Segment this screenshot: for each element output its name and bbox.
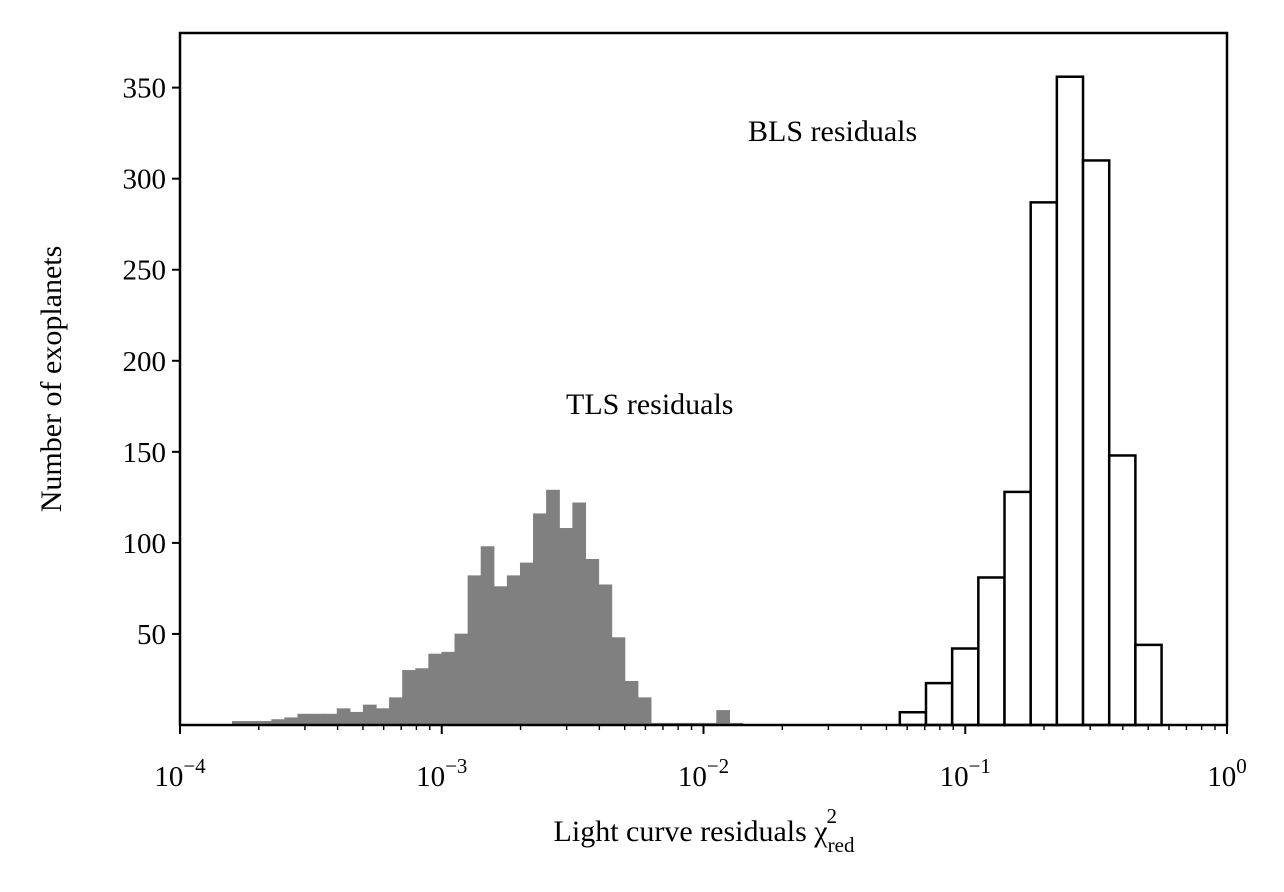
tls-bar (624, 680, 639, 726)
y-tick-label: 350 (123, 73, 167, 105)
axis-ticks: 50 100 150 200 250 300 350 10−4 10−3 10−2 10−1 100 (123, 73, 1247, 793)
tls-bar (415, 668, 429, 726)
bls-bar (1029, 201, 1059, 727)
tls-bar (611, 637, 626, 726)
bls-bar (1107, 454, 1137, 727)
tls-bar (467, 575, 482, 726)
tls-bar (480, 546, 495, 726)
tls-bar (519, 562, 534, 726)
bls-annotation: BLS residuals (748, 115, 917, 148)
tls-bar (572, 502, 587, 726)
bls-bar (950, 647, 980, 727)
tls-bar (441, 651, 456, 726)
tls-bar (310, 713, 325, 726)
tls-bar (598, 584, 613, 726)
bls-bar (977, 576, 1006, 727)
tls-bar (637, 697, 652, 726)
x-tick-label: 10−4 (154, 754, 206, 793)
tls-bar (297, 713, 312, 726)
tls-bar (336, 708, 351, 726)
tls-bar (428, 653, 443, 726)
x-tick-label: 100 (1207, 754, 1247, 793)
x-axis-label-sup: 2 (826, 804, 837, 828)
tls-histogram-series (232, 489, 744, 726)
bls-histogram-series (898, 75, 1163, 727)
tls-bar (716, 710, 730, 726)
tls-bar (323, 713, 338, 726)
bls-bar (1055, 75, 1085, 727)
tls-bar (389, 697, 403, 726)
bls-bar (1081, 159, 1111, 727)
x-axis-label-main: Light curve residuals χ (554, 815, 829, 848)
y-axis-label: Number of exoplanets (35, 246, 68, 513)
tls-bar (533, 513, 547, 726)
bls-bar (1134, 643, 1163, 727)
bls-bar (898, 711, 928, 727)
y-tick-label: 250 (123, 255, 167, 287)
tls-bar (402, 670, 416, 726)
tls-bar (546, 489, 560, 726)
tls-annotation: TLS residuals (566, 388, 733, 421)
x-tick-label: 10−1 (940, 754, 991, 793)
tls-bar (349, 711, 364, 726)
tls-bar (506, 575, 521, 726)
bls-bar (1003, 490, 1032, 727)
y-tick-label: 300 (123, 164, 167, 196)
bls-bar (924, 681, 954, 727)
tls-bar (493, 586, 508, 726)
tls-bar (362, 704, 377, 726)
x-axis-label-sub: red (828, 833, 855, 857)
tls-bar (376, 708, 390, 726)
y-tick-label: 150 (123, 437, 167, 469)
y-tick-label: 100 (123, 528, 167, 560)
tls-bar (559, 528, 573, 726)
y-tick-label: 200 (123, 346, 167, 378)
y-tick-label: 50 (137, 619, 166, 651)
tls-bar (585, 558, 600, 726)
x-tick-label: 10−2 (678, 754, 729, 793)
x-tick-label: 10−3 (416, 754, 467, 793)
tls-bar (454, 633, 469, 726)
x-axis-label: Light curve residuals χred 2 (554, 804, 855, 857)
